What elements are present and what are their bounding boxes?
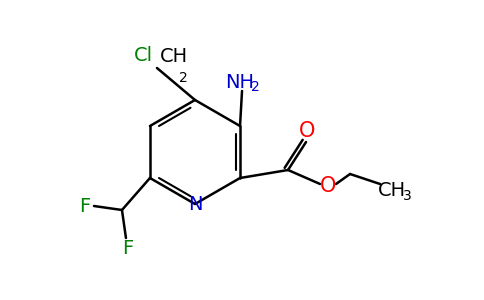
Text: 3: 3	[403, 189, 411, 203]
Text: CH: CH	[160, 47, 188, 66]
Text: 2: 2	[251, 80, 259, 94]
Text: O: O	[299, 121, 315, 141]
Text: NH: NH	[226, 73, 255, 92]
Text: 2: 2	[179, 71, 188, 85]
Text: F: F	[122, 238, 134, 257]
Text: CH: CH	[378, 182, 406, 200]
Text: N: N	[188, 196, 202, 214]
Text: O: O	[320, 176, 336, 196]
Text: Cl: Cl	[134, 46, 153, 65]
Text: F: F	[79, 196, 91, 215]
